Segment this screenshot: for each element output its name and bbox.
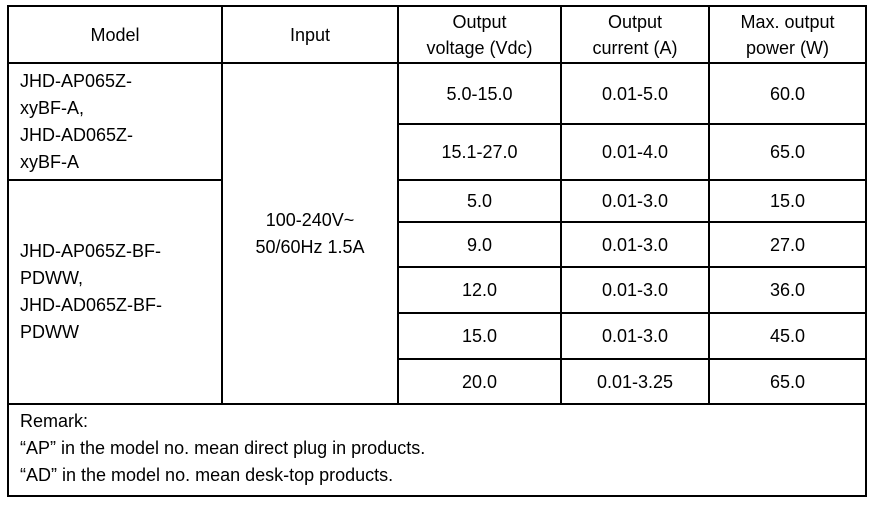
col-header-output-current: Output current (A) — [560, 5, 710, 64]
max-power-cell: 27.0 — [708, 221, 867, 268]
model-line: xyBF-A, — [20, 97, 85, 118]
model-line: JHD-AP065Z- — [20, 70, 133, 91]
output-current-cell: 0.01-3.0 — [560, 179, 710, 223]
model-line: PDWW — [20, 322, 79, 342]
output-current-cell: 0.01-3.0 — [560, 266, 710, 314]
output-current-cell: 0.01-3.25 — [560, 358, 710, 405]
header-row: Model Input Output voltage (Vdc) Output … — [7, 5, 867, 64]
output-voltage-cell: 20.0 — [397, 358, 562, 405]
output-voltage-cell: 12.0 — [397, 266, 562, 314]
output-voltage-cell: 9.0 — [397, 221, 562, 268]
model-line: JHD-AP065Z-BF- — [20, 241, 162, 261]
input-line: 100-240V~ — [265, 209, 355, 230]
col-header-input: Input — [221, 5, 399, 64]
input-line: 50/60Hz 1.5A — [255, 236, 365, 257]
max-power-cell: 65.0 — [708, 123, 867, 181]
spec-row: 15.1-27.0 0.01-4.0 65.0 — [8, 123, 867, 181]
spec-row: 12.0 0.01-3.0 36.0 — [8, 266, 867, 314]
model-line: PDWW, — [20, 268, 83, 288]
max-power-cell: 36.0 — [708, 266, 867, 314]
output-current-cell: 0.01-3.0 — [560, 312, 710, 360]
header-line: current (A) — [592, 37, 678, 58]
model-line: xyBF-A — [20, 151, 80, 172]
model-cell-group-1: JHD-AP065Z- xyBF-A, JHD-AD065Z- xyBF-A — [7, 62, 223, 181]
col-header-model: Model — [7, 5, 223, 64]
header-line: Input — [289, 24, 331, 45]
max-power-cell: 65.0 — [708, 358, 867, 405]
output-current-cell: 0.01-3.0 — [560, 221, 710, 268]
model-line: JHD-AD065Z-BF- — [20, 295, 163, 315]
output-voltage-cell: 5.0 — [397, 179, 562, 223]
power-spec-table: Model Input Output voltage (Vdc) Output … — [7, 5, 867, 497]
header-line: Output — [607, 11, 663, 32]
output-voltage-cell: 15.0 — [397, 312, 562, 360]
max-power-cell: 45.0 — [708, 312, 867, 360]
remark-cell: Remark: “AP” in the model no. mean direc… — [7, 403, 867, 497]
output-current-cell: 0.01-4.0 — [560, 123, 710, 181]
remark-title: Remark: — [20, 411, 89, 431]
max-power-cell: 60.0 — [708, 62, 867, 125]
input-cell: 100-240V~ 50/60Hz 1.5A — [221, 62, 399, 405]
col-header-max-power: Max. output power (W) — [708, 5, 867, 64]
spec-row: 9.0 0.01-3.0 27.0 — [8, 221, 867, 268]
remark-line: “AD” in the model no. mean desk-top prod… — [20, 465, 394, 485]
model-line: JHD-AD065Z- — [20, 124, 134, 145]
output-voltage-cell: 15.1-27.0 — [397, 123, 562, 181]
col-header-output-voltage: Output voltage (Vdc) — [397, 5, 562, 64]
header-line: Max. output — [740, 11, 835, 32]
remark-row: Remark: “AP” in the model no. mean direc… — [7, 403, 867, 497]
spec-row: JHD-AP065Z- xyBF-A, JHD-AD065Z- xyBF-A 1… — [7, 62, 867, 405]
spec-row: 15.0 0.01-3.0 45.0 — [8, 312, 867, 360]
spec-row: JHD-AP065Z-BF- PDWW, JHD-AD065Z-BF- PDWW… — [7, 179, 867, 405]
header-line: Output — [452, 11, 507, 32]
header-line: voltage (Vdc) — [426, 37, 533, 58]
header-line: power (W) — [745, 37, 829, 58]
header-line: Model — [90, 24, 140, 45]
spec-row: 20.0 0.01-3.25 65.0 — [8, 358, 867, 405]
max-power-cell: 15.0 — [708, 179, 867, 223]
model-cell-group-2: JHD-AP065Z-BF- PDWW, JHD-AD065Z-BF- PDWW — [7, 179, 223, 405]
output-current-cell: 0.01-5.0 — [560, 62, 710, 125]
remark-line: “AP” in the model no. mean direct plug i… — [20, 438, 426, 458]
output-voltage-cell: 5.0-15.0 — [397, 62, 562, 125]
